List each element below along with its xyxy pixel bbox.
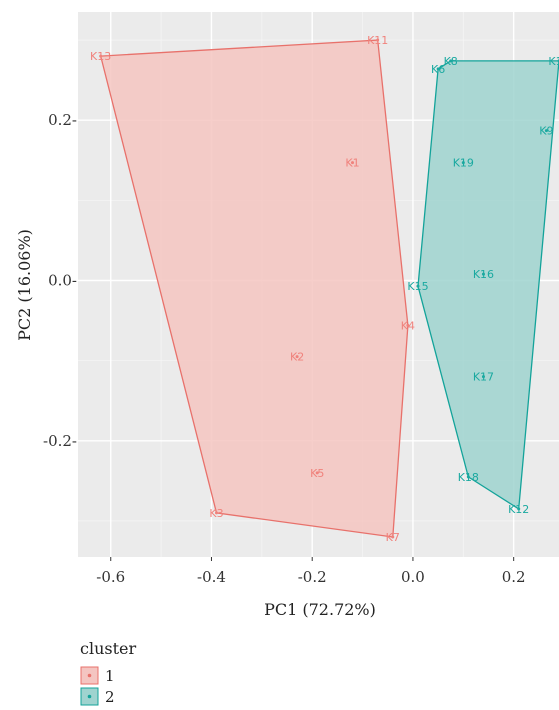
cluster-2-point: K16 bbox=[473, 268, 494, 281]
cluster-1-point: K2 bbox=[290, 351, 304, 364]
x-tick-label: -0.2 bbox=[298, 568, 327, 586]
cluster-1-point: K11 bbox=[367, 34, 388, 47]
point-label: K11 bbox=[367, 34, 388, 47]
cluster-2-point: K6 bbox=[431, 63, 445, 76]
point-marker bbox=[466, 475, 470, 479]
point-marker bbox=[436, 67, 440, 71]
point-marker bbox=[315, 471, 319, 475]
y-axis-title: PC2 (16.06%) bbox=[15, 229, 34, 341]
point-label: K16 bbox=[473, 268, 494, 281]
legend-title: cluster bbox=[80, 639, 136, 658]
cluster-1-point: K4 bbox=[401, 319, 415, 332]
point-label: K8 bbox=[444, 55, 458, 68]
point-marker bbox=[544, 129, 548, 133]
point-label: K1 bbox=[345, 157, 359, 170]
point-marker bbox=[376, 38, 380, 42]
point-label: K10 bbox=[548, 55, 559, 68]
point-label: K19 bbox=[453, 157, 474, 170]
cluster-2-point: K9 bbox=[539, 125, 553, 138]
point-label: K2 bbox=[290, 351, 304, 364]
y-tick-labels: 0.2- 0.0- -0.2- bbox=[43, 111, 77, 450]
point-label: K13 bbox=[90, 50, 111, 63]
cluster-1-hull bbox=[99, 39, 409, 538]
point-marker bbox=[449, 59, 453, 63]
point-marker bbox=[461, 161, 465, 165]
x-tick-label: -0.4 bbox=[197, 568, 226, 586]
cluster-2-point: K10 bbox=[548, 55, 559, 68]
x-tick-label: 0.2 bbox=[502, 568, 526, 586]
cluster-1-point: K7 bbox=[386, 531, 400, 544]
point-marker bbox=[99, 54, 103, 58]
legend: cluster 1 2 bbox=[80, 639, 136, 706]
point-marker bbox=[391, 535, 395, 539]
legend-label-2: 2 bbox=[105, 688, 115, 706]
cluster-hulls bbox=[99, 39, 559, 538]
legend-label-1: 1 bbox=[105, 667, 115, 685]
point-marker bbox=[215, 511, 219, 515]
point-label: K9 bbox=[539, 125, 553, 138]
cluster-2-point: K8 bbox=[444, 55, 458, 68]
point-label: K15 bbox=[407, 280, 428, 293]
y-tick-label: -0.2- bbox=[43, 432, 77, 450]
cluster-2-point: K15 bbox=[407, 280, 428, 293]
x-tick-label: 0.0 bbox=[401, 568, 425, 586]
point-marker bbox=[406, 323, 410, 327]
x-tick-label: -0.6 bbox=[96, 568, 125, 586]
point-label: K18 bbox=[458, 471, 479, 484]
cluster-2-point: K18 bbox=[458, 471, 479, 484]
legend-key-1-dot bbox=[87, 673, 92, 678]
cluster-1-point: K3 bbox=[209, 507, 223, 520]
point-marker bbox=[481, 272, 485, 276]
cluster-1-point: K5 bbox=[310, 467, 324, 480]
point-marker bbox=[350, 161, 354, 165]
point-label: K7 bbox=[386, 531, 400, 544]
point-marker bbox=[416, 284, 420, 288]
cluster-1-point: K13 bbox=[90, 50, 111, 63]
point-label: K3 bbox=[209, 507, 223, 520]
y-tick-label: 0.0- bbox=[48, 271, 77, 289]
cluster-1-point: K1 bbox=[345, 157, 359, 170]
x-axis-title: PC1 (72.72%) bbox=[264, 600, 376, 619]
point-marker bbox=[517, 507, 521, 511]
point-marker bbox=[295, 355, 299, 359]
point-label: K5 bbox=[310, 467, 324, 480]
legend-key-2-dot bbox=[87, 694, 92, 699]
point-marker bbox=[481, 375, 485, 379]
point-label: K12 bbox=[508, 503, 529, 516]
point-label: K17 bbox=[473, 371, 494, 384]
y-tick-label: 0.2- bbox=[48, 111, 77, 129]
point-label: K4 bbox=[401, 319, 415, 332]
cluster-2-point: K12 bbox=[508, 503, 529, 516]
point-label: K6 bbox=[431, 63, 445, 76]
cluster-2-point: K17 bbox=[473, 371, 494, 384]
cluster-2-point: K19 bbox=[453, 157, 474, 170]
x-tick-labels: -0.6 -0.4 -0.2 0.0 0.2 bbox=[96, 568, 525, 586]
axis-ticks bbox=[110, 557, 515, 561]
